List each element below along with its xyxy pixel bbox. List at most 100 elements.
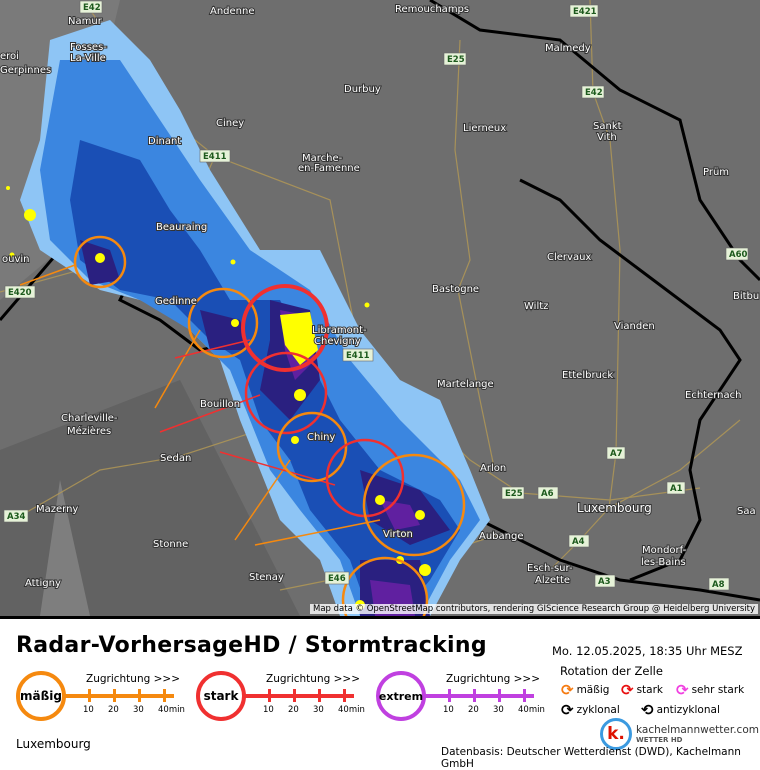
place-label: Chevigny (314, 336, 361, 347)
place-labels: Namur Andenne Remouchamps Fosses- La-Vil… (0, 3, 760, 590)
map-attribution: Map data © OpenStreetMap contributors, r… (310, 604, 758, 614)
tick-label: 30 (313, 705, 324, 715)
place-label: Gedinne (155, 296, 197, 307)
road-badges: E42 E421 E25 E42 E411 A60 E420 E411 A7 E… (3, 0, 749, 591)
svg-text:E46: E46 (328, 574, 346, 584)
rotation-title: Rotation der Zelle (560, 664, 663, 678)
place-label: Remouchamps (395, 4, 469, 15)
storm-cell-moderate[interactable] (187, 287, 259, 359)
place-label: Libramont- (312, 325, 367, 336)
scale-bar (244, 694, 354, 698)
rotation-label: zyklonal (576, 704, 620, 716)
storm-cell-strong[interactable] (241, 284, 329, 372)
svg-text:E421: E421 (573, 7, 597, 17)
rotation-strong: ⟳ stark (621, 681, 663, 699)
scale-ring: stark (196, 671, 246, 721)
place-label: Wiltz (524, 301, 548, 312)
storm-cells[interactable] (73, 235, 466, 616)
svg-text:A8: A8 (712, 580, 725, 590)
storm-cell-moderate[interactable] (362, 453, 466, 557)
place-label: Bouillon (200, 399, 240, 410)
place-label: Marche- (302, 153, 343, 164)
place-label-virton: Virton (383, 529, 413, 540)
place-label: ouvin (2, 254, 30, 265)
place-label: Malmedy (545, 43, 591, 54)
place-label: Namur (68, 16, 103, 27)
direction-label: Zugrichtung >>> (266, 673, 360, 685)
data-source: Datenbasis: Deutscher Wetterdienst (DWD)… (441, 746, 741, 770)
page-title: Radar-VorhersageHD / Stormtracking (16, 633, 487, 658)
place-label: Ciney (216, 118, 244, 129)
svg-text:A34: A34 (7, 512, 25, 522)
svg-text:A4: A4 (572, 537, 585, 547)
place-label: Clervaux (547, 252, 591, 263)
place-label: eroi (0, 51, 19, 62)
svg-text:E42: E42 (585, 88, 603, 98)
logo-text: kachelmannwetter.com (636, 724, 759, 736)
scale-strong: stark Zugrichtung >>> 10 20 30 40min (196, 671, 366, 721)
place-label: Stenay (249, 572, 284, 583)
logo-subtext: WETTER HD (636, 736, 683, 744)
rotation-anticyclonal: ⟲ antizyklonal (641, 701, 720, 719)
legend-panel: Radar-VorhersageHD / Stormtracking Mo. 1… (0, 619, 760, 770)
place-label: Gerpinnes (0, 65, 51, 76)
place-label: Stonne (153, 539, 188, 550)
place-label: Fosses- (70, 42, 107, 53)
place-label: Arlon (480, 463, 506, 474)
place-label: Vianden (614, 321, 655, 332)
svg-text:E25: E25 (505, 489, 523, 499)
tick-label: 30 (133, 705, 144, 715)
scale-bar (424, 694, 534, 698)
svg-text:E25: E25 (447, 55, 465, 65)
storm-cell-strong[interactable] (244, 351, 328, 435)
place-label: Mondorf- (642, 545, 687, 556)
place-label: Mézières (67, 425, 111, 437)
scale-extreme: extrem Zugrichtung >>> 10 20 30 40min (376, 671, 546, 721)
svg-text:A1: A1 (670, 484, 683, 494)
svg-text:A60: A60 (729, 250, 747, 260)
storm-cell-moderate[interactable] (73, 235, 127, 289)
svg-text:A7: A7 (610, 449, 623, 459)
place-label: Bitbu (733, 291, 759, 302)
place-label: Vith (597, 132, 617, 143)
tick-label: 10 (83, 705, 94, 715)
rotation-label: sehr stark (691, 684, 745, 696)
svg-text:E42: E42 (83, 3, 101, 13)
kachelmann-logo[interactable]: k. kachelmannwetter.com WETTER HD (600, 718, 759, 750)
storm-cell-moderate[interactable] (276, 411, 348, 483)
rotation-icon: ⟳ (676, 681, 689, 699)
tick-label: 10 (443, 705, 454, 715)
scale-bar (64, 694, 174, 698)
storm-cell-moderate[interactable] (341, 556, 429, 616)
scale-ring: mäßig (16, 671, 66, 721)
place-label: La-Ville (70, 53, 106, 64)
place-label: Luxembourg (577, 501, 652, 515)
place-label: Sankt (593, 121, 622, 132)
rotation-icon: ⟳ (561, 681, 574, 699)
tick-label: 10 (263, 705, 274, 715)
place-label: Martelange (437, 379, 494, 390)
place-label: Ettelbruck (562, 370, 613, 381)
radar-map[interactable]: Namur Andenne Remouchamps Fosses- La-Vil… (0, 0, 760, 619)
svg-text:A3: A3 (598, 577, 611, 587)
map-canvas: Namur Andenne Remouchamps Fosses- La-Vil… (0, 0, 760, 616)
logo-icon: k. (600, 718, 632, 750)
timestamp: Mo. 12.05.2025, 18:35 Uhr MESZ (552, 644, 743, 658)
rotation-icon: ⟳ (561, 701, 574, 719)
place-label: en-Famenne (298, 163, 360, 174)
place-label: Mazerny (36, 504, 78, 515)
place-label: Attigny (25, 578, 61, 589)
storm-tracks (19, 264, 381, 546)
rotation-very-strong: ⟳ sehr stark (676, 681, 744, 699)
place-label: Bastogne (432, 284, 479, 295)
rotation-icon: ⟳ (621, 681, 634, 699)
place-label: Esch-sur- (527, 563, 573, 574)
tick-label: 40min (338, 705, 365, 715)
tick-label: 20 (288, 705, 299, 715)
svg-text:E411: E411 (203, 152, 227, 162)
place-label: Beauraing (156, 222, 207, 233)
place-label: Sedan (160, 453, 191, 464)
place-label: Prüm (703, 167, 729, 178)
scale-moderate: mäßig Zugrichtung >>> 10 20 30 40min (16, 671, 186, 721)
rotation-label: antizyklonal (656, 704, 720, 716)
